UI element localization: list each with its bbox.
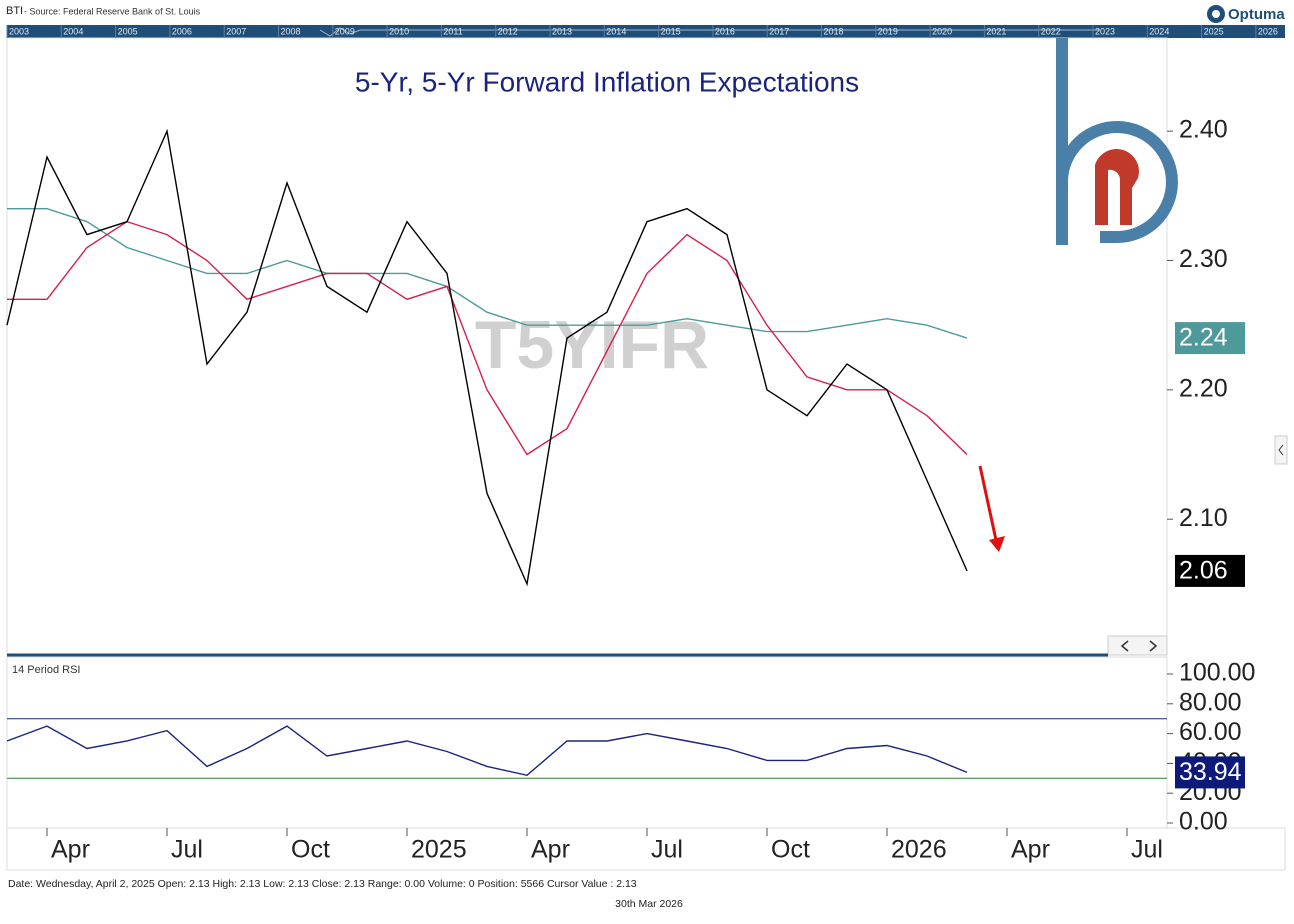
navigator-year: 2007 <box>226 26 246 36</box>
x-tick-label: Oct <box>771 836 810 864</box>
navigator-strip <box>7 25 1285 38</box>
x-tick-label: Apr <box>1011 836 1050 864</box>
x-tick-label: Apr <box>531 836 570 864</box>
navigator-line <box>319 27 1100 37</box>
navigator-year: 2018 <box>824 26 844 36</box>
side-toggle-arrow <box>1278 444 1284 456</box>
navigator-year: 2024 <box>1149 26 1169 36</box>
navigator-year: 2011 <box>443 26 462 36</box>
navigator-year: 2019 <box>878 26 898 36</box>
x-tick-label: Jul <box>651 836 683 864</box>
scroll-buttons[interactable] <box>1107 635 1168 656</box>
navigator-year: 2003 <box>9 26 29 36</box>
x-tick-label: 2025 <box>411 836 467 864</box>
last-value-box <box>1175 322 1245 355</box>
y-tick-label: 2.10 <box>1179 504 1228 532</box>
navigator-year: 2023 <box>1095 26 1115 36</box>
logo-arc <box>1056 121 1178 243</box>
y-tick-label: 0.00 <box>1179 808 1228 836</box>
last-value-label: 2.06 <box>1179 557 1228 585</box>
navigator-year: 2016 <box>715 26 735 36</box>
navigator-year: 2005 <box>118 26 138 36</box>
navigator-year: 2025 <box>1204 26 1224 36</box>
navigator-year: 2010 <box>389 26 409 36</box>
navigator-year: 2017 <box>769 26 789 36</box>
last-value-label: 2.24 <box>1179 324 1228 352</box>
navigator-year: 2014 <box>606 26 626 36</box>
navigator-year: 2004 <box>63 26 83 36</box>
last-value-label: 33.94 <box>1179 758 1242 786</box>
navigator-year: 2022 <box>1041 26 1061 36</box>
navigator-year: 2012 <box>498 26 518 36</box>
navigator-year: 2020 <box>932 26 952 36</box>
scroll-arrows <box>1120 640 1158 652</box>
y-tick-label: 2.20 <box>1179 374 1228 402</box>
brand: Optuma <box>1228 6 1285 23</box>
symbol: BTI <box>6 5 23 17</box>
x-tick-label: 2026 <box>891 836 947 864</box>
last-value-box <box>1175 756 1245 789</box>
series-line <box>7 220 968 456</box>
rsi-title: 14 Period RSI <box>12 664 80 676</box>
y-tick-label: 80.00 <box>1179 688 1242 716</box>
series-line <box>6 725 968 777</box>
series-line <box>6 128 968 587</box>
x-tick-label: Jul <box>171 836 203 864</box>
y-tick-label: 2.30 <box>1179 245 1228 273</box>
logo-letter <box>1095 149 1139 225</box>
y-tick-label: 60.00 <box>1179 718 1242 746</box>
y-tick-label: 100.00 <box>1179 659 1255 687</box>
brand-mark <box>1056 38 1178 245</box>
navigator-year: 2015 <box>661 26 681 36</box>
x-tick-label: Apr <box>51 836 90 864</box>
status-line: Date: Wednesday, April 2, 2025 Open: 2.1… <box>8 878 637 890</box>
y-tick-label: 2.40 <box>1179 116 1228 144</box>
x-tick-label: Jul <box>1131 836 1163 864</box>
source: - Source: Federal Reserve Bank of St. Lo… <box>24 6 201 16</box>
logo-bar <box>1056 38 1068 245</box>
arrow-head <box>989 536 1005 552</box>
navigator-year: 2021 <box>986 26 1006 36</box>
x-axis-frame <box>6 827 1286 871</box>
navigator-year: 2013 <box>552 26 572 36</box>
brand-logo-hole <box>1212 10 1220 18</box>
side-toggle[interactable] <box>1274 435 1288 465</box>
print-date: 30th Mar 2026 <box>615 898 683 910</box>
navigator-year: 2006 <box>172 26 192 36</box>
arrow-shaft <box>978 465 998 541</box>
navigator-year: 2008 <box>281 26 301 36</box>
navigator-year: 2009 <box>335 26 355 36</box>
chart-title: 5-Yr, 5-Yr Forward Inflation Expectation… <box>355 66 859 97</box>
last-value-box <box>1175 554 1245 587</box>
x-tick-label: Oct <box>291 836 330 864</box>
navigator-year: 2026 <box>1258 26 1278 36</box>
series-line <box>7 208 968 339</box>
watermark: T5YIFR <box>475 307 709 383</box>
